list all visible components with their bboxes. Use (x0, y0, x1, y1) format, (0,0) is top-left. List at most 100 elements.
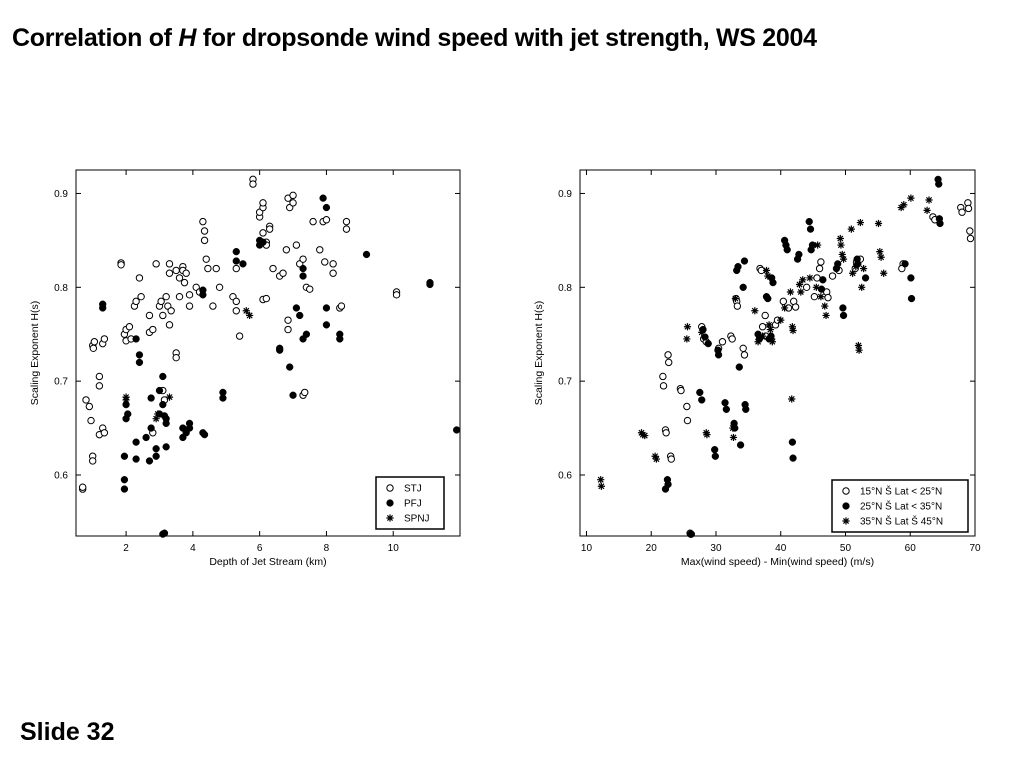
data-point (729, 433, 738, 442)
data-point (839, 255, 848, 263)
data-point (120, 452, 129, 460)
data-point (834, 260, 842, 268)
data-point (839, 304, 847, 312)
data-point (677, 386, 685, 395)
data-point (286, 363, 294, 371)
data-point (765, 321, 773, 329)
data-point (172, 353, 180, 362)
x-tick-label: 10 (581, 543, 593, 554)
data-point (99, 304, 107, 312)
data-point (860, 264, 868, 273)
data-point (322, 304, 331, 312)
y-axis-label: Scaling Exponent H(s) (29, 301, 41, 405)
data-point (815, 264, 824, 273)
data-point (426, 280, 434, 289)
data-point (936, 219, 944, 228)
legend-label: STJ (404, 484, 422, 495)
data-point (788, 395, 796, 403)
data-point (85, 402, 94, 411)
data-point (781, 304, 789, 312)
data-point (282, 246, 291, 254)
x-tick-label: 8 (324, 543, 330, 554)
data-point (162, 443, 170, 451)
data-point (641, 431, 649, 440)
data-point (711, 452, 719, 460)
legend-marker (842, 502, 850, 510)
data-point (182, 269, 190, 277)
data-point (100, 335, 109, 343)
data-point (321, 258, 329, 266)
data-point (702, 429, 710, 437)
data-point (145, 311, 154, 320)
data-point (90, 338, 99, 346)
data-point (734, 263, 742, 271)
data-point (698, 396, 706, 404)
data-point (703, 431, 711, 439)
data-point (322, 203, 331, 212)
data-point (907, 194, 915, 202)
data-point (242, 307, 250, 315)
data-point (788, 438, 797, 446)
legend-marker (842, 487, 850, 495)
data-point (152, 260, 160, 268)
data-point (159, 311, 167, 320)
data-point (145, 457, 154, 465)
data-point (322, 216, 331, 224)
data-point (966, 234, 975, 243)
data-point (659, 382, 668, 390)
y-tick-label: 0.6 (54, 471, 68, 482)
title-prefix: Correlation of (12, 24, 172, 52)
legend-marker (386, 499, 394, 507)
x-tick-label: 2 (123, 543, 129, 554)
data-point (824, 293, 832, 302)
data-point (837, 241, 845, 249)
series-2 (661, 175, 944, 538)
data-point (154, 410, 162, 418)
series-1 (659, 199, 975, 538)
series-3 (597, 194, 933, 490)
data-point (721, 399, 729, 407)
data-point (284, 316, 292, 324)
data-point (82, 396, 90, 404)
data-point (839, 311, 848, 320)
data-point (907, 274, 915, 282)
data-point (235, 332, 244, 340)
x-tick-label: 60 (905, 543, 917, 554)
data-point (935, 180, 943, 188)
data-point (923, 206, 931, 214)
scatter-chart-jet-depth: 2 4 6 8 10 0.6 0.7 0.8 0.9 Depth of Jet Stream (k… (29, 169, 461, 568)
data-point (874, 219, 883, 228)
y-tick-label: 0.6 (558, 471, 572, 482)
data-point (806, 274, 814, 282)
x-tick-label: 10 (388, 543, 400, 554)
data-point (215, 283, 224, 292)
data-point (135, 274, 144, 282)
legend-box (831, 479, 969, 533)
data-point (289, 191, 297, 200)
data-point (665, 358, 673, 367)
data-point (329, 269, 337, 277)
data-point (122, 396, 130, 404)
data-point (858, 283, 866, 291)
y-tick-label: 0.7 (54, 377, 68, 388)
data-point (704, 339, 712, 348)
data-point (259, 229, 267, 237)
data-point (661, 485, 670, 493)
legend-label: SPNJ (404, 514, 430, 525)
data-point (202, 255, 210, 263)
x-axis-label: Max(wind speed) - Min(wind speed) (m/s) (681, 556, 874, 568)
data-point (292, 304, 301, 312)
data-point (711, 446, 719, 454)
data-point (185, 419, 194, 428)
x-tick-label: 30 (710, 543, 722, 554)
data-point (828, 272, 837, 280)
data-point (698, 328, 706, 336)
data-point (232, 307, 240, 315)
data-point (683, 335, 691, 343)
data-point (152, 452, 160, 460)
data-point (100, 429, 109, 437)
data-point (132, 335, 140, 343)
data-point (159, 400, 167, 409)
data-point (165, 260, 174, 268)
data-point (758, 323, 767, 331)
